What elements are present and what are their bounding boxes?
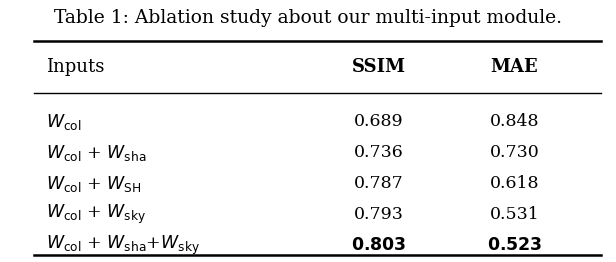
Text: 0.618: 0.618 [490, 175, 539, 192]
Text: 0.848: 0.848 [490, 113, 539, 130]
Text: MAE: MAE [490, 58, 538, 76]
Text: 0.730: 0.730 [490, 144, 539, 161]
Text: 0.689: 0.689 [354, 113, 403, 130]
Text: $\mathit{W}_{\mathrm{col}}$ + $\mathit{W}_{\mathrm{sky}}$: $\mathit{W}_{\mathrm{col}}$ + $\mathit{W… [46, 203, 147, 226]
Text: $\mathbf{0.803}$: $\mathbf{0.803}$ [351, 237, 407, 254]
Text: 0.736: 0.736 [354, 144, 403, 161]
Text: Table 1: Ablation study about our multi-input module.: Table 1: Ablation study about our multi-… [54, 9, 562, 27]
Text: 0.793: 0.793 [354, 206, 403, 223]
Text: $\mathit{W}_{\mathrm{col}}$ + $\mathit{W}_{\mathrm{sha}}$: $\mathit{W}_{\mathrm{col}}$ + $\mathit{W… [46, 143, 147, 163]
Text: $\mathbf{0.523}$: $\mathbf{0.523}$ [487, 237, 542, 254]
Text: Inputs: Inputs [46, 58, 105, 76]
Text: $\mathit{W}_{\mathrm{col}}$: $\mathit{W}_{\mathrm{col}}$ [46, 112, 82, 132]
Text: $\mathit{W}_{\mathrm{col}}$ + $\mathit{W}_{\mathrm{SH}}$: $\mathit{W}_{\mathrm{col}}$ + $\mathit{W… [46, 174, 142, 194]
Text: 0.531: 0.531 [490, 206, 539, 223]
Text: $\mathit{W}_{\mathrm{col}}$ + $\mathit{W}_{\mathrm{sha}}$+$\mathit{W}_{\mathrm{s: $\mathit{W}_{\mathrm{col}}$ + $\mathit{W… [46, 234, 200, 257]
Text: SSIM: SSIM [352, 58, 406, 76]
Text: 0.787: 0.787 [354, 175, 403, 192]
